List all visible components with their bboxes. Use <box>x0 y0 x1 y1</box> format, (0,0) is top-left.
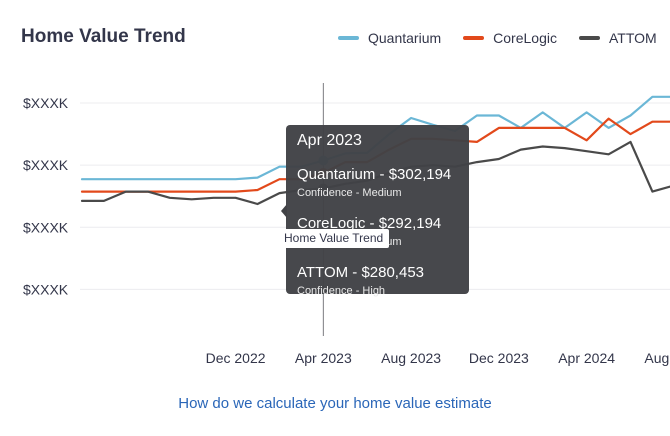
legend-swatch-attom <box>578 36 600 40</box>
y-tick-label: $XXXK <box>23 281 69 297</box>
tooltip-pointer <box>281 204 287 218</box>
legend-label-quantarium: Quantarium <box>368 30 442 46</box>
legend-label-attom: ATTOM <box>608 30 657 46</box>
legend-item-quantarium[interactable]: Quantarium <box>338 30 441 46</box>
tooltip-quantarium-value: Quantarium - $302,194 <box>297 166 452 183</box>
y-tick-label: $XXXK <box>23 219 69 235</box>
legend-item-corelogic[interactable]: CoreLogic <box>463 30 557 46</box>
x-tick-label: Dec 2023 <box>469 350 529 366</box>
chart-title: Home Value Trend <box>21 26 186 47</box>
legend-swatch-corelogic <box>463 36 485 40</box>
legend-label-corelogic: CoreLogic <box>493 30 557 46</box>
x-tick-label: Aug 2023 <box>381 350 441 366</box>
chart-legend: Quantarium CoreLogic ATTOM <box>338 30 657 46</box>
x-tick-label: Aug 2024 <box>644 350 670 366</box>
x-tick-label: Apr 2024 <box>558 350 615 366</box>
tooltip-attom-confidence: Confidence - High <box>297 285 386 297</box>
tooltip-quantarium-confidence: Confidence - Medium <box>297 187 402 199</box>
chart-tooltip: Apr 2023 Quantarium - $302,194 Confidenc… <box>286 125 469 297</box>
tooltip-corelogic-value: CoreLogic - $292,194 <box>297 215 442 232</box>
legend-swatch-quantarium <box>338 36 359 40</box>
home-value-estimate-link[interactable]: How do we calculate your home value esti… <box>178 395 492 412</box>
tooltip-attom-value: ATTOM - $280,453 <box>297 264 425 281</box>
tooltip-title: Apr 2023 <box>297 132 362 149</box>
x-tick-label: Apr 2023 <box>295 350 352 366</box>
y-tick-label: $XXXK <box>23 95 69 111</box>
x-tick-label: Dec 2022 <box>206 350 266 366</box>
hover-label: Home Value Trend <box>278 229 390 248</box>
y-tick-label: $XXXK <box>23 157 69 173</box>
legend-item-attom[interactable]: ATTOM <box>578 30 657 46</box>
